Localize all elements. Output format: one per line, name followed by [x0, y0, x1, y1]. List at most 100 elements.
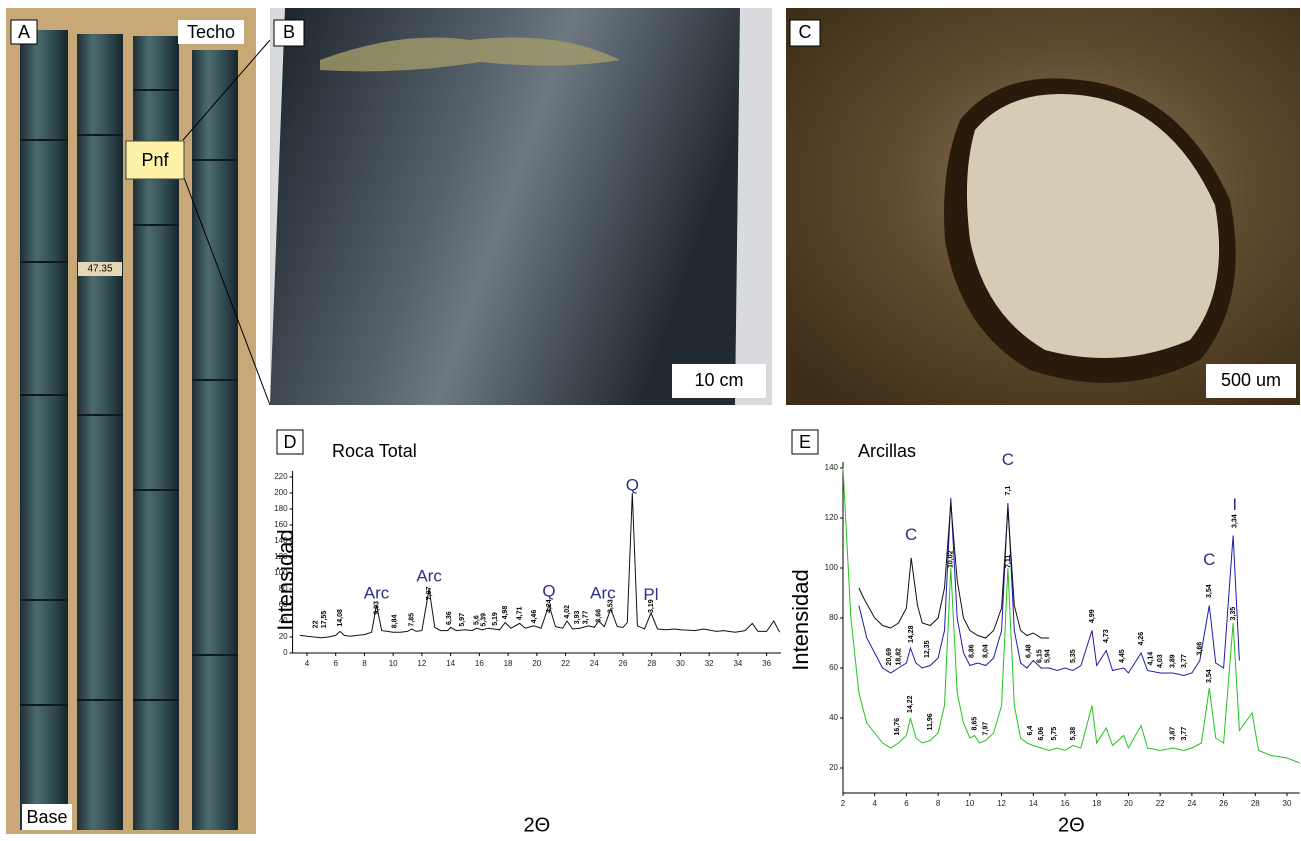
depth-tag — [78, 262, 122, 276]
y-tick-label: 100 — [274, 568, 288, 577]
peak-label: 9,93 — [373, 601, 380, 615]
peak-label: 4,02 — [564, 605, 571, 619]
peak-label: 7,97 — [983, 722, 990, 736]
panel-c: C 500 um — [786, 8, 1300, 405]
mineral-label: Q — [542, 582, 555, 601]
peak-label: 4,45 — [1119, 649, 1126, 663]
xrd-pattern — [858, 502, 1050, 639]
core — [77, 34, 123, 830]
peak-label: 11,96 — [927, 713, 934, 730]
y-tick-label: 0 — [283, 648, 288, 657]
peak-label: 3,66 — [595, 609, 602, 623]
y-tick-label: 20 — [829, 763, 838, 772]
x-tick-label: 24 — [1187, 799, 1196, 808]
peak-label: 5,35 — [1070, 649, 1077, 663]
peak-label: 6,36 — [446, 611, 453, 625]
peak-label: 7,85 — [409, 613, 416, 627]
peak-label: 16,76 — [894, 718, 901, 736]
peak-label: 5,38 — [1070, 727, 1077, 741]
peak-label: 5,97 — [459, 613, 466, 627]
peak-label: 5,75 — [1051, 727, 1058, 741]
x-tick-label: 20 — [532, 659, 541, 668]
x-tick-label: 20 — [1124, 799, 1133, 808]
peak-label: 4,99 — [1089, 609, 1096, 623]
mineral-label: C — [1203, 550, 1215, 569]
y-axis-label: Intensidad — [788, 569, 813, 671]
panel-label-box — [10, 19, 38, 45]
core — [20, 30, 68, 830]
x-tick-label: 10 — [965, 799, 974, 808]
chart-title: Arcillas — [858, 441, 916, 461]
peak-label: 14,28 — [908, 625, 915, 643]
peak-label: 3,89 — [1170, 654, 1177, 668]
x-tick-label: 22 — [561, 659, 570, 668]
peak-label: 14,08 — [337, 609, 344, 627]
peak-label: 3,54 — [1206, 584, 1213, 598]
panel-b: B 10 cm — [270, 8, 772, 405]
panel-a: 47.35 A Techo Base Pnf — [6, 8, 271, 834]
mineral-label: C — [905, 525, 917, 544]
peak-label: 3,77 — [1181, 654, 1188, 668]
y-tick-label: 140 — [274, 536, 288, 545]
y-tick-label: 60 — [829, 663, 838, 672]
core-breaks — [20, 89, 238, 706]
y-tick-label: 80 — [829, 613, 838, 622]
xrd-pattern — [842, 467, 1300, 764]
peak-label: 6,4 — [1027, 726, 1034, 736]
x-tick-label: 26 — [619, 659, 628, 668]
mineral-label: Q — [626, 475, 639, 494]
x-tick-label: 6 — [333, 659, 338, 668]
label-box — [178, 20, 244, 44]
x-tick-label: 14 — [446, 659, 455, 668]
panel-label-box — [791, 429, 819, 455]
peak-label: 4,73 — [1103, 629, 1110, 643]
scale-label: 10 cm — [694, 370, 743, 390]
xrd-pattern — [299, 492, 781, 639]
peak-label: 7,07 — [426, 586, 433, 600]
peak-label: 8,65 — [971, 717, 978, 731]
x-tick-label: 8 — [362, 659, 367, 668]
y-axis-label: Intensidad — [273, 529, 298, 631]
mineral-label: Arc — [416, 566, 442, 585]
x-tick-label: 12 — [417, 659, 426, 668]
bottom-label: Base — [26, 807, 67, 827]
y-tick-label: 100 — [825, 563, 839, 572]
y-tick-label: 200 — [274, 488, 288, 497]
grain — [966, 94, 1220, 358]
peak-label: 5,94 — [1044, 649, 1051, 663]
y-tick-label: 80 — [279, 584, 288, 593]
peak-label: 4,03 — [1157, 654, 1164, 668]
x-tick-label: 28 — [647, 659, 656, 668]
peak-label: 17,55 — [321, 611, 328, 629]
peak-label: 4,46 — [531, 610, 538, 624]
panel-label: B — [283, 22, 295, 42]
peak-label: 3,66 — [1197, 642, 1204, 656]
x-tick-label: 14 — [1029, 799, 1038, 808]
x-tick-label: 6 — [904, 799, 909, 808]
peak-label: 6,48 — [1025, 644, 1032, 658]
peak-label: 3,35 — [1230, 607, 1237, 621]
peak-label: 5,39 — [480, 613, 487, 627]
x-tick-label: 36 — [762, 659, 771, 668]
peak-label: 5,6 — [473, 615, 480, 625]
x-tick-label: 30 — [1283, 799, 1292, 808]
x-tick-label: 28 — [1251, 799, 1260, 808]
x-tick-label: 30 — [676, 659, 685, 668]
x-tick-label: 2 — [841, 799, 846, 808]
x-tick-label: 10 — [389, 659, 398, 668]
peak-label: 4,14 — [1147, 652, 1154, 666]
scale-box — [1206, 364, 1296, 398]
top-label: Techo — [187, 22, 235, 42]
peak-label: 20,69 — [886, 648, 893, 666]
peak-label: 7,11 — [1005, 555, 1012, 568]
panel-label: D — [284, 432, 297, 452]
peak-label: 22 — [312, 620, 319, 628]
x-tick-label: 8 — [936, 799, 941, 808]
peak-label: 6,15 — [1036, 649, 1043, 663]
x-tick-label: 34 — [733, 659, 742, 668]
xrd-pattern — [858, 497, 1240, 677]
unit-box — [125, 140, 185, 180]
x-tick-label: 12 — [997, 799, 1006, 808]
x-tick-label: 32 — [705, 659, 714, 668]
